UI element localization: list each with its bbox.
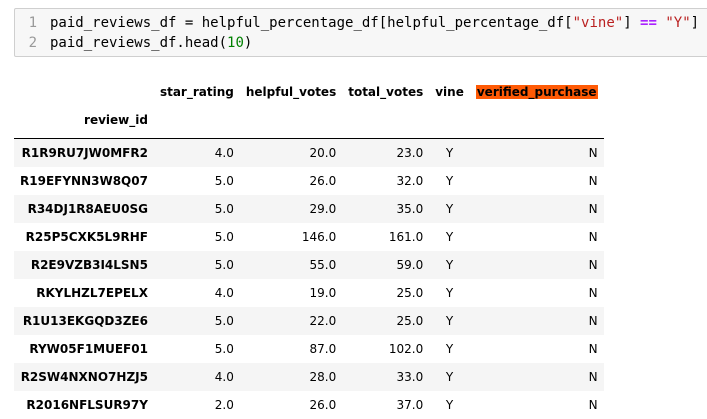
cell-total-votes: 59.0 <box>396 257 424 272</box>
table-row: R25P5CXK5L9RHF 5.0 146.0 161.0 Y N <box>14 223 604 251</box>
row-index: RYW05F1MUEF01 <box>29 341 148 356</box>
cell-helpful-votes: 146.0 <box>301 229 337 244</box>
cell-vine: Y <box>445 285 454 300</box>
cell-vine: Y <box>445 341 454 356</box>
code-token-expression: helpful_percentage_df[helpful_percentage… <box>201 15 573 31</box>
row-index: R2016NFLSUR97Y <box>26 397 148 412</box>
index-name: review_id <box>84 113 148 127</box>
row-index: R2SW4NXNO7HZJ5 <box>20 369 148 384</box>
cell-total-votes: 32.0 <box>396 173 424 188</box>
cell-vine: Y <box>445 369 454 384</box>
cell-total-votes: 23.0 <box>396 145 424 160</box>
cell-star-rating: 5.0 <box>214 341 234 356</box>
cell-helpful-votes: 26.0 <box>309 397 337 412</box>
cell-vine: Y <box>445 257 454 272</box>
column-header: vine <box>435 85 464 99</box>
dataframe-output: star_rating helpful_votes total_votes vi… <box>14 82 604 419</box>
code-token-call: paid_reviews_df.head( <box>50 35 228 51</box>
code-token-string: "Y" <box>665 15 691 31</box>
index-name-row: review_id <box>14 102 604 139</box>
cell-total-votes: 161.0 <box>388 229 424 244</box>
row-index: R1U13EKGQD3ZE6 <box>22 313 148 328</box>
table-row: R19EFYNN3W8Q07 5.0 26.0 32.0 Y N <box>14 167 604 195</box>
cell-total-votes: 25.0 <box>396 313 424 328</box>
cell-helpful-votes: 22.0 <box>309 313 337 328</box>
cell-star-rating: 2.0 <box>214 397 234 412</box>
code-token-punct: ] <box>690 15 700 31</box>
cell-vine: Y <box>445 313 454 328</box>
cell-star-rating: 5.0 <box>214 173 234 188</box>
column-header-row: star_rating helpful_votes total_votes vi… <box>14 82 604 102</box>
cell-verified-purchase: N <box>588 229 598 244</box>
code-token-punct: ] <box>623 15 641 31</box>
cell-helpful-votes: 26.0 <box>309 173 337 188</box>
index-corner <box>14 82 154 102</box>
row-index: RKYLHZL7EPELX <box>36 285 148 300</box>
cell-vine: Y <box>445 397 454 412</box>
cell-total-votes: 25.0 <box>396 285 424 300</box>
cell-verified-purchase: N <box>588 397 598 412</box>
table-row: RKYLHZL7EPELX 4.0 19.0 25.0 Y N <box>14 279 604 307</box>
code-token-punct: ) <box>243 35 253 51</box>
table-row: R1R9RU7JW0MFR2 4.0 20.0 23.0 Y N <box>14 138 604 167</box>
column-header-highlighted: verified_purchase <box>470 82 604 102</box>
cell-vine: Y <box>445 229 454 244</box>
cell-vine: Y <box>445 201 454 216</box>
column-header: total_votes <box>348 85 424 99</box>
column-header: star_rating <box>159 85 234 99</box>
cell-helpful-votes: 20.0 <box>309 145 337 160</box>
row-index: R19EFYNN3W8Q07 <box>20 173 148 188</box>
cell-verified-purchase: N <box>588 369 598 384</box>
cell-verified-purchase: N <box>588 313 598 328</box>
cell-vine: Y <box>445 173 454 188</box>
dataframe-table: star_rating helpful_votes total_votes vi… <box>14 82 604 419</box>
cell-star-rating: 5.0 <box>214 257 234 272</box>
column-header: helpful_votes <box>245 85 337 99</box>
table-row: R1U13EKGQD3ZE6 5.0 22.0 25.0 Y N <box>14 306 604 335</box>
cell-star-rating: 4.0 <box>214 285 234 300</box>
cell-star-rating: 4.0 <box>214 145 234 160</box>
cell-verified-purchase: N <box>588 257 598 272</box>
code-line-2: 2 paid_reviews_df.head(10) <box>15 33 253 53</box>
line-number: 1 <box>28 15 37 31</box>
cell-star-rating: 5.0 <box>214 313 234 328</box>
cell-helpful-votes: 87.0 <box>309 341 337 356</box>
cell-helpful-votes: 28.0 <box>309 369 337 384</box>
cell-helpful-votes: 29.0 <box>309 201 337 216</box>
cell-verified-purchase: N <box>588 341 598 356</box>
code-token-operator: == <box>640 15 657 31</box>
highlight-marker: verified_purchase <box>475 85 598 99</box>
cell-star-rating: 5.0 <box>214 201 234 216</box>
table-row: RYW05F1MUEF01 5.0 87.0 102.0 Y N <box>14 335 604 363</box>
code-cell-input[interactable]: 1 paid_reviews_df = helpful_percentage_df… <box>14 8 707 57</box>
row-index: R34DJ1R8AEU0SG <box>27 201 148 216</box>
cell-star-rating: 5.0 <box>214 229 234 244</box>
code-token-string: "vine" <box>572 15 624 31</box>
table-body: R1R9RU7JW0MFR2 4.0 20.0 23.0 Y N R19EFYN… <box>14 138 604 419</box>
table-row: R34DJ1R8AEU0SG 5.0 29.0 35.0 Y N <box>14 194 604 223</box>
cell-verified-purchase: N <box>588 145 598 160</box>
row-index: R1R9RU7JW0MFR2 <box>21 145 148 160</box>
cell-total-votes: 102.0 <box>388 341 424 356</box>
row-index: R2E9VZB3I4LSN5 <box>30 257 148 272</box>
code-token-assign: = <box>176 15 202 31</box>
code-line-1: 1 paid_reviews_df = helpful_percentage_df… <box>15 13 700 33</box>
table-row: R2SW4NXNO7HZJ5 4.0 28.0 33.0 Y N <box>14 362 604 391</box>
table-row: R2016NFLSUR97Y 2.0 26.0 37.0 Y N <box>14 391 604 419</box>
row-index: R25P5CXK5L9RHF <box>25 229 148 244</box>
cell-total-votes: 37.0 <box>396 397 424 412</box>
code-token-variable: paid_reviews_df <box>50 15 177 31</box>
cell-helpful-votes: 55.0 <box>309 257 337 272</box>
cell-total-votes: 33.0 <box>396 369 424 384</box>
cell-vine: Y <box>445 145 454 160</box>
cell-verified-purchase: N <box>588 173 598 188</box>
code-token-number: 10 <box>227 35 244 51</box>
line-number: 2 <box>28 35 37 51</box>
cell-verified-purchase: N <box>588 285 598 300</box>
cell-helpful-votes: 19.0 <box>309 285 337 300</box>
cell-total-votes: 35.0 <box>396 201 424 216</box>
cell-star-rating: 4.0 <box>214 369 234 384</box>
cell-verified-purchase: N <box>588 201 598 216</box>
table-row: R2E9VZB3I4LSN5 5.0 55.0 59.0 Y N <box>14 250 604 279</box>
